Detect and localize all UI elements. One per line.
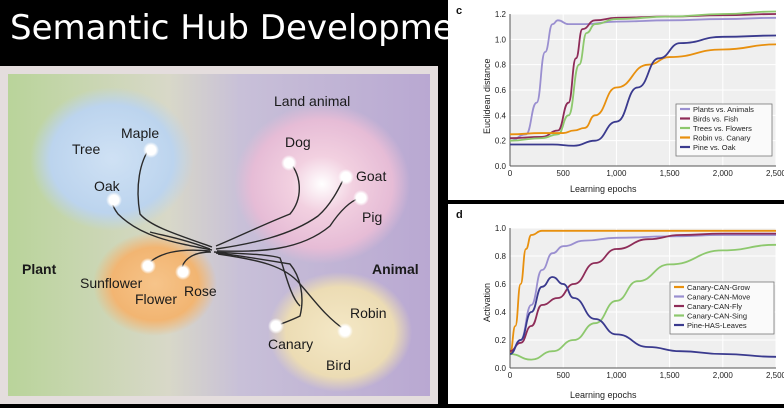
- label-pig: Pig: [362, 209, 382, 225]
- chart-c-legend-entry: Birds vs. Fish: [693, 115, 738, 124]
- semantic-hub-diagram: Plant Animal Tree Flower Land animal Bir…: [0, 66, 438, 404]
- node-maple: [143, 142, 159, 158]
- hub-branches: [111, 147, 361, 331]
- label-oak: Oak: [94, 178, 121, 194]
- chart-c-xticks: 0 500 1,000 1,500 2,000 2,500: [508, 169, 784, 178]
- node-rose: [175, 264, 191, 280]
- label-plant: Plant: [22, 261, 57, 277]
- chart-d-ylabel: Activation: [482, 283, 492, 322]
- chart-c-yticks: 0.0 0.2 0.4 0.6 0.8 1.0 1.2: [495, 10, 507, 171]
- label-maple: Maple: [121, 125, 159, 141]
- chart-d-series-line-1: [509, 234, 776, 355]
- chart-d-ytick-label: 0.2: [495, 336, 507, 345]
- node-goat: [338, 169, 354, 185]
- chart-c-xtick-label: 500: [557, 169, 571, 178]
- chart-d-legend: Canary-CAN-GrowCanary-CAN-MoveCanary-CAN…: [669, 281, 775, 335]
- chart-d-panel: d 0.0 0.2 0.4 0.6 0.8 1.0 0 500 1,000 1,500 2,000…: [448, 204, 784, 404]
- node-dog: [281, 155, 297, 171]
- node-sunflower: [140, 258, 156, 274]
- chart-d-series-line-3: [509, 243, 777, 361]
- chart-c-xtick-label: 1,000: [606, 169, 627, 178]
- chart-d-legend-entry: Canary-CAN-Sing: [687, 312, 747, 321]
- chart-c-ytick-label: 0.4: [495, 111, 507, 120]
- chart-d-series-line-0: [509, 229, 776, 355]
- label-bird: Bird: [326, 357, 351, 373]
- label-land-animal: Land animal: [274, 93, 350, 109]
- chart-d-legend-entry: Canary-CAN-Fly: [687, 302, 742, 311]
- hub-svg: Plant Animal Tree Flower Land animal Bir…: [8, 74, 430, 396]
- chart-d-series-line-2: [509, 232, 776, 353]
- chart-c-ytick-label: 1.2: [495, 10, 507, 19]
- chart-d-ytick-label: 0.0: [495, 364, 507, 373]
- label-robin: Robin: [350, 305, 387, 321]
- chart-d-xtick-label: 1,000: [606, 371, 627, 380]
- land-animal-region: [234, 104, 410, 264]
- node-oak: [106, 192, 122, 208]
- chart-c-series-line-2: [509, 10, 777, 142]
- chart-c-xtick-label: 1,500: [660, 169, 681, 178]
- chart-c-lines: [509, 10, 777, 147]
- chart-d-legend-entry: Pine-HAS-Leaves: [687, 321, 747, 330]
- chart-c-ytick-label: 0.8: [495, 61, 507, 70]
- chart-c-series-line-3: [509, 43, 777, 136]
- label-dog: Dog: [285, 134, 311, 150]
- chart-d-xtick-label: 1,500: [660, 371, 681, 380]
- label-animal: Animal: [372, 261, 419, 277]
- chart-d-xtick-label: 0: [508, 371, 513, 380]
- chart-c-xlabel: Learning epochs: [570, 184, 637, 194]
- chart-c-ytick-label: 0.6: [495, 86, 507, 95]
- chart-d-legend-entry: Canary-CAN-Grow: [687, 283, 751, 292]
- chart-d-xtick-label: 500: [557, 371, 571, 380]
- chart-d-xticks: 0 500 1,000 1,500 2,000 2,500: [508, 371, 784, 380]
- chart-d: d 0.0 0.2 0.4 0.6 0.8 1.0 0 500 1,000 1,500 2,000…: [456, 209, 784, 400]
- chart-d-legend-entry: Canary-CAN-Move: [687, 293, 750, 302]
- chart-c-series-line-4: [509, 34, 777, 147]
- chart-d-ytick-label: 0.6: [495, 280, 507, 289]
- chart-d-ytick-label: 0.8: [495, 252, 507, 261]
- chart-c-xtick-label: 2,500: [766, 169, 784, 178]
- chart-d-xtick-label: 2,000: [713, 371, 734, 380]
- chart-d-series-line-4: [509, 276, 777, 358]
- chart-c-panel: c 0.0 0.2 0.4 0.6 0.8 1.0 1.2 0 500 1,000 1,500 2,…: [448, 0, 784, 200]
- chart-d-xtick-label: 2,500: [766, 371, 784, 380]
- chart-d-ytick-label: 1.0: [495, 224, 507, 233]
- chart-c-panel-label: c: [456, 5, 462, 17]
- node-pig: [353, 190, 369, 206]
- chart-d-legend-box: [669, 281, 775, 335]
- label-goat: Goat: [356, 168, 386, 184]
- chart-d-lines: [509, 229, 777, 361]
- chart-d-panel-label: d: [456, 209, 463, 221]
- label-tree: Tree: [72, 141, 100, 157]
- chart-c-ytick-label: 0.0: [495, 162, 507, 171]
- slide-title: Semantic Hub Development: [10, 8, 489, 48]
- chart-d-yticks: 0.0 0.2 0.4 0.6 0.8 1.0: [495, 224, 507, 373]
- hub-nodes: [106, 142, 369, 339]
- chart-c-xtick-label: 0: [508, 169, 513, 178]
- label-canary: Canary: [268, 336, 313, 352]
- label-rose: Rose: [184, 283, 217, 299]
- chart-c: c 0.0 0.2 0.4 0.6 0.8 1.0 1.2 0 500 1,000 1,500 2,…: [456, 5, 784, 194]
- chart-c-ytick-label: 1.0: [495, 35, 507, 44]
- chart-c-ylabel: Euclidean distance: [482, 58, 492, 134]
- node-canary: [268, 318, 284, 334]
- chart-c-ytick-label: 0.2: [495, 137, 507, 146]
- chart-c-legend-box: [675, 103, 773, 157]
- flower-region: [93, 232, 217, 336]
- chart-c-legend-entry: Robin vs. Canary: [693, 134, 751, 143]
- chart-c-series-line-0: [509, 16, 777, 142]
- chart-c-legend-entry: Pine vs. Oak: [693, 143, 736, 152]
- chart-c-legend-entry: Trees vs. Flowers: [693, 124, 752, 133]
- label-flower: Flower: [135, 291, 177, 307]
- tree-region: [30, 87, 194, 231]
- chart-d-xlabel: Learning epochs: [570, 390, 637, 400]
- chart-c-xtick-label: 2,000: [713, 169, 734, 178]
- chart-d-ytick-label: 0.4: [495, 308, 507, 317]
- node-robin: [337, 323, 353, 339]
- label-sunflower: Sunflower: [80, 275, 143, 291]
- chart-c-legend-entry: Plants vs. Animals: [693, 105, 754, 114]
